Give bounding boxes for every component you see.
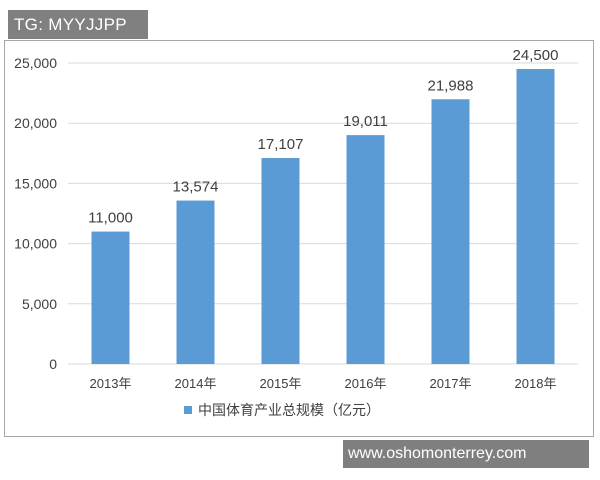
top-watermark-badge: TG: MYYJJPP — [8, 10, 148, 39]
x-tick-label: 2017年 — [430, 376, 472, 391]
bar — [261, 158, 300, 364]
data-labels: 11,000 13,574 17,107 19,011 21,988 24,500 — [88, 47, 558, 227]
bar-value-label: 21,988 — [428, 77, 474, 94]
bar — [346, 135, 385, 364]
legend: 中国体育产业总规模（亿元） — [184, 402, 380, 418]
bar — [516, 69, 555, 365]
y-tick-label: 20,000 — [14, 115, 57, 131]
y-tick-label: 15,000 — [14, 175, 57, 191]
bar-value-label: 19,011 — [343, 113, 388, 130]
y-tick-label: 5,000 — [22, 296, 57, 312]
bar-value-label: 17,107 — [258, 136, 304, 153]
x-axis-ticks: 2013年 2014年 2015年 2016年 2017年 2018年 — [90, 376, 557, 391]
bars — [91, 69, 555, 365]
legend-label: 中国体育产业总规模（亿元） — [198, 402, 380, 418]
x-tick-label: 2016年 — [345, 376, 387, 391]
bar — [91, 231, 130, 364]
bar — [176, 200, 215, 364]
y-tick-label: 25,000 — [14, 55, 57, 71]
y-tick-label: 10,000 — [14, 236, 57, 252]
bar — [431, 99, 470, 365]
gridlines — [68, 62, 578, 365]
y-tick-label: 0 — [49, 356, 57, 372]
bar-value-label: 11,000 — [88, 210, 133, 227]
legend-swatch — [184, 406, 192, 414]
bar-value-label: 13,574 — [173, 179, 219, 196]
x-tick-label: 2018年 — [515, 376, 557, 391]
x-tick-label: 2015年 — [260, 376, 302, 391]
x-tick-label: 2013年 — [90, 376, 132, 391]
bottom-watermark-badge: www.oshomonterrey.com — [343, 440, 589, 468]
x-tick-label: 2014年 — [175, 376, 217, 391]
bar-value-label: 24,500 — [513, 47, 559, 64]
y-axis-ticks: 0 5,000 10,000 15,000 20,000 25,000 — [14, 55, 57, 372]
